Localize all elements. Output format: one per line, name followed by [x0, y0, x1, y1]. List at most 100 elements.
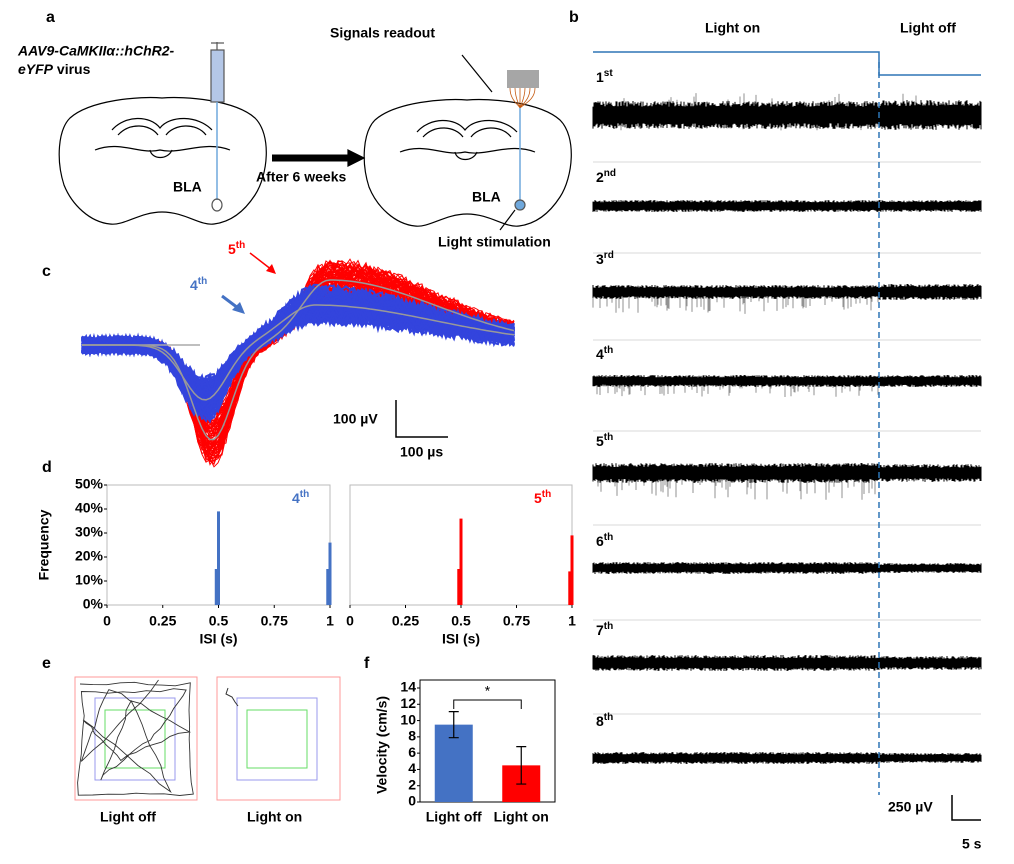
channel-label: 7th [596, 621, 613, 638]
y-tick-label: 0% [83, 596, 104, 612]
y-tick-label: 30% [75, 524, 104, 540]
scale-label: 100 µs [400, 444, 443, 460]
channel-label: 6th [596, 532, 613, 549]
y-tick-label: 8 [408, 728, 416, 744]
channel-number: 6 [596, 533, 604, 549]
panel-a [58, 42, 572, 231]
mean-waveform [82, 304, 515, 401]
panel-label: e [42, 655, 51, 672]
x-tick-label: Light off [426, 809, 482, 825]
virus-name: eYFP [18, 61, 54, 77]
y-tick-label: 6 [408, 744, 416, 760]
channel-suffix: st [604, 68, 614, 79]
annotation-suffix: th [542, 489, 551, 500]
channel-suffix: th [604, 532, 613, 543]
center-zone [104, 709, 166, 769]
spike-trace [592, 292, 879, 314]
y-tick-label: 14 [400, 679, 416, 695]
x-tick-label: 0.25 [392, 613, 419, 629]
trace [592, 752, 982, 764]
channel-number: 3 [596, 251, 604, 267]
scale-label: 100 µV [333, 411, 378, 427]
annotation: 5th [534, 489, 551, 506]
brain-outline [58, 96, 267, 225]
light-on-label: Light on [705, 20, 760, 36]
region-label: BLA [472, 189, 501, 205]
bar [328, 542, 332, 605]
stimulation-label: Light stimulation [438, 234, 551, 250]
x-axis-label: ISI (s) [442, 631, 480, 647]
charts: 0% 10% 20% 30% 40% 50% Frequency 0 0.25 0.5 0.75 1 I… [36, 476, 576, 825]
waveform [81, 288, 515, 419]
x-tick-label: 0 [103, 613, 111, 629]
panel-label: d [42, 459, 52, 476]
y-tick-label: 40% [75, 500, 104, 516]
middle-zone [236, 697, 318, 781]
arrow-head [266, 264, 276, 274]
y-tick-label: 4 [408, 760, 416, 776]
x-tick-label: 0.25 [149, 613, 176, 629]
y-axis-label: Velocity (cm/s) [374, 696, 390, 794]
trajectory [225, 687, 239, 707]
headstage [507, 70, 539, 88]
waveform [81, 296, 515, 405]
syringe [210, 49, 225, 103]
scale-bar [395, 400, 448, 438]
bar [326, 569, 330, 605]
panel-label: c [42, 263, 51, 280]
panel-label: a [46, 9, 55, 26]
x-tick-label: 1 [568, 613, 576, 629]
unit-number: 4 [190, 277, 198, 293]
channel-label: 4th [596, 345, 613, 362]
channel-suffix: rd [604, 250, 614, 261]
significance-bracket [453, 699, 522, 709]
scale-bar [951, 795, 981, 821]
virus-label: AAV9-CaMKIIα::hChR2- [17, 43, 175, 59]
x-tick-label: 0.75 [261, 613, 288, 629]
waveform [81, 258, 515, 462]
x-tick-label: 0 [346, 613, 354, 629]
readout-label: Signals readout [330, 25, 435, 41]
light-off-label: Light off [900, 20, 956, 36]
significance-label: * [485, 683, 491, 699]
y-tick-label: 10% [75, 572, 104, 588]
x-axis-label: ISI (s) [199, 631, 237, 647]
y-tick-label: 2 [408, 776, 416, 792]
wires [509, 87, 536, 109]
channel-suffix: th [604, 621, 613, 632]
y-tick-label: 10 [400, 711, 416, 727]
panel-label: b [569, 9, 579, 26]
trajectory [77, 679, 194, 796]
bar [217, 511, 220, 605]
trace [592, 100, 982, 130]
injection-site [211, 198, 223, 212]
bar [568, 571, 572, 605]
stimulation-site [514, 199, 526, 211]
trajectory-group [77, 679, 194, 796]
middle-zone [94, 697, 176, 781]
channel-label: 2nd [596, 168, 616, 185]
virus-label: eYFP virus [18, 61, 91, 77]
arrow-label: After 6 weeks [256, 169, 346, 185]
unit-label: 5th [228, 240, 245, 257]
channel-number: 5 [596, 433, 604, 449]
arrow [221, 294, 239, 310]
unit-suffix: th [236, 240, 245, 251]
x-tick-label: 0.5 [209, 613, 229, 629]
brain-outline [363, 98, 572, 227]
brain-structure [94, 117, 231, 159]
channel-suffix: th [604, 712, 613, 723]
condition-label: Light on [247, 809, 302, 825]
unit-number: 5 [228, 241, 236, 257]
plot-frame [419, 679, 556, 803]
error-bar [516, 746, 527, 785]
channel-number: 7 [596, 622, 604, 638]
trace [592, 655, 982, 671]
panel-e [74, 676, 341, 801]
brain-structure [399, 119, 536, 161]
scale-label: 5 s [962, 836, 982, 852]
channel-suffix: th [604, 345, 613, 356]
panel-label: f [364, 655, 370, 672]
region-label: BLA [173, 179, 202, 195]
